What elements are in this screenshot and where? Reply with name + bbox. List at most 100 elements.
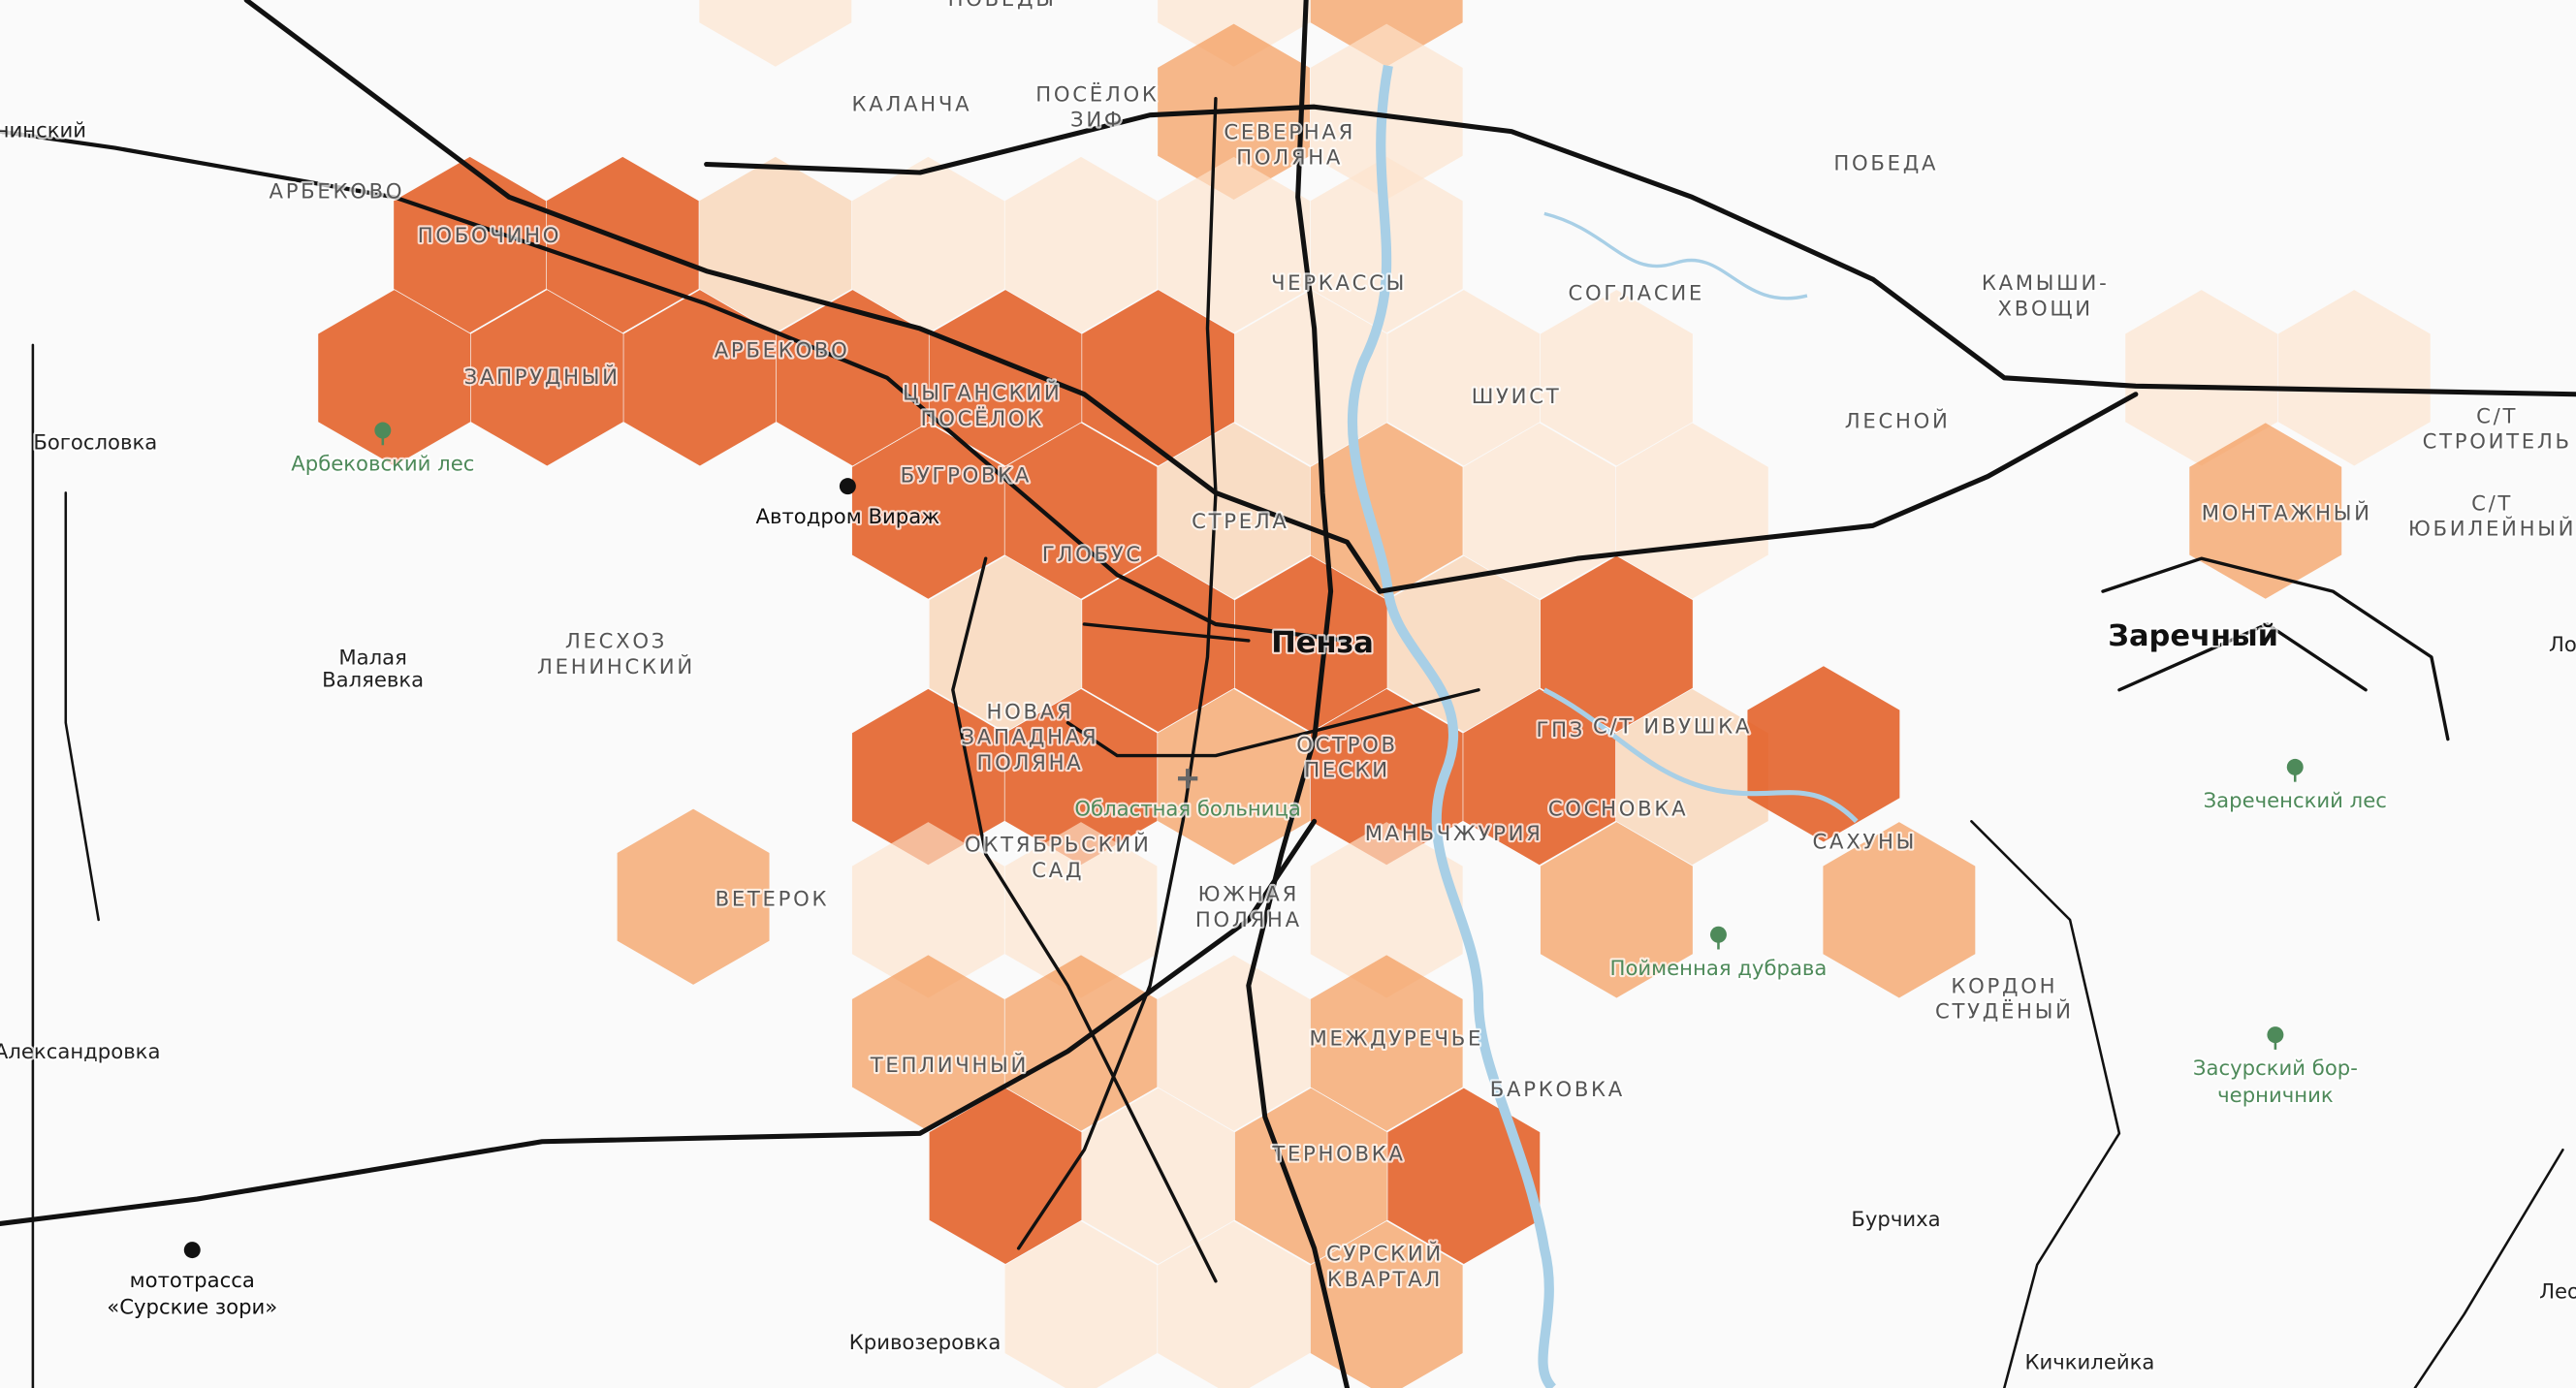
tree-icon <box>374 422 392 439</box>
hex-cell <box>1082 555 1235 732</box>
district-label: КВАРТАЛ <box>1327 1267 1443 1291</box>
river <box>1347 64 1557 1388</box>
hex-cell <box>1387 1088 1541 1264</box>
district-label: ЛЕСХОЗ <box>565 629 667 653</box>
hex-cell <box>1310 1220 1463 1388</box>
hex-cell <box>1387 555 1541 732</box>
hex-cell <box>1540 290 1693 466</box>
district-label: ПОБОЧИНО <box>418 223 561 247</box>
district-label: ЗАПАДНАЯ <box>962 725 1099 749</box>
place-label: Малая <box>338 646 406 670</box>
hex-cell <box>851 688 1004 866</box>
district-label: С/Т <box>2476 403 2518 427</box>
district-label: СТРЕЛА <box>1192 509 1289 533</box>
district-label: СУРСКИЙ <box>1326 1242 1444 1266</box>
district-label: ПОЛЯНА <box>1236 145 1343 170</box>
place-label: Валяевка <box>322 667 424 691</box>
place-label: нинский <box>0 118 86 142</box>
poi-label: «Сурские зори» <box>107 1295 277 1319</box>
poi-icon <box>183 1242 201 1259</box>
hex-cell <box>929 290 1082 466</box>
hex-cell <box>1463 423 1616 599</box>
poi-icon <box>839 478 856 495</box>
district-label: ГЛОБУС <box>1042 542 1143 566</box>
road <box>951 556 1218 1283</box>
hex-cell <box>1823 822 1976 998</box>
hex-cell <box>1310 688 1463 866</box>
district-label: СОСНОВКА <box>1548 796 1689 820</box>
district-label: ПОБЕДА <box>1833 151 1938 175</box>
hex-cell <box>1158 156 1311 333</box>
hex-cell <box>776 290 929 466</box>
district-label: ЮБИЛЕЙНЫЙ <box>2408 517 2576 541</box>
district-label: ЧЕРКАССЫ <box>1271 270 1407 295</box>
district-label: КАМЫШИ- <box>1982 270 2110 295</box>
hex-cell <box>1004 423 1158 599</box>
road <box>1970 820 2564 1388</box>
district-label: МОНТАЖНЫЙ <box>2202 500 2372 524</box>
district-label: ПОСЁЛОК <box>1035 81 1159 106</box>
district-label: БУГРОВКА <box>901 462 1033 487</box>
hex-cell <box>617 808 770 985</box>
place-label: Лео <box>2539 1279 2576 1304</box>
hex-cell <box>1158 955 1311 1131</box>
hex-cell <box>1463 688 1616 866</box>
district-label: КОРДОН <box>1951 973 2057 997</box>
poi-label: Пойменная дубрава <box>1610 956 1828 980</box>
stream <box>1543 211 1808 300</box>
district-label: ЦЫГАНСКИЙ <box>903 381 1062 405</box>
hex-cell <box>1004 688 1158 866</box>
district-label: ЗАПРУДНЫЙ <box>464 364 620 389</box>
district-label: АРБЕКОВО <box>715 338 850 363</box>
district-label: КАЛАНЧА <box>852 92 972 116</box>
hex-cell <box>851 423 1004 599</box>
place-label: Бурчиха <box>1851 1207 1940 1231</box>
hex-cell <box>1234 555 1387 732</box>
district-label: НОВАЯ <box>987 699 1074 723</box>
hex-cell <box>1387 290 1541 466</box>
hex-cell <box>470 290 623 466</box>
hex-cell <box>851 156 1004 333</box>
poi-label: Областная больница <box>1074 796 1301 820</box>
hex-cell <box>318 290 471 466</box>
district-label: ПОЛЯНА <box>1195 907 1302 931</box>
hex-cell <box>1004 822 1158 998</box>
hex-cell <box>2277 290 2431 466</box>
water <box>1347 64 1859 1388</box>
road <box>0 818 1318 1227</box>
district-label: ГПЗ <box>1537 717 1586 741</box>
district-label: ПЕСКИ <box>1304 758 1390 782</box>
district-label: С/Т <box>2471 490 2513 515</box>
hex-cell <box>1158 1220 1311 1388</box>
district-label: АРБЕКОВО <box>270 178 405 203</box>
road <box>0 129 1350 644</box>
hex-cell <box>929 555 1082 732</box>
hex-cell <box>851 955 1004 1131</box>
place-label: Богословка <box>33 430 157 455</box>
hex-cell <box>699 156 852 333</box>
district-label: ЮЖНАЯ <box>1198 882 1299 906</box>
place-label: Кичкилейка <box>2024 1350 2154 1374</box>
hex-cell <box>1540 822 1693 998</box>
hex-cell <box>1615 423 1768 599</box>
poi-label: черничник <box>2217 1083 2334 1107</box>
district-label: С/Т ИВУШКА <box>1593 714 1752 739</box>
hex-cell <box>394 156 547 333</box>
place-label: Александровка <box>0 1039 160 1063</box>
tree-icon <box>1709 926 1727 943</box>
hex-cell <box>1615 688 1768 866</box>
district-label: САД <box>1032 858 1084 882</box>
hex-cell <box>1310 423 1463 599</box>
hex-cell <box>2189 423 2342 599</box>
citie-label: Заречный <box>2108 619 2278 653</box>
hex-cell <box>1747 666 1900 842</box>
district-label: СОГЛАСИЕ <box>1569 280 1704 304</box>
district-label: СТРОИТЕЛЬ <box>2423 429 2572 454</box>
tree-icon <box>2286 758 2304 775</box>
hospital-icon <box>1177 769 1198 789</box>
poi-label: Арбековский лес <box>291 452 474 476</box>
road <box>1246 0 1351 1388</box>
